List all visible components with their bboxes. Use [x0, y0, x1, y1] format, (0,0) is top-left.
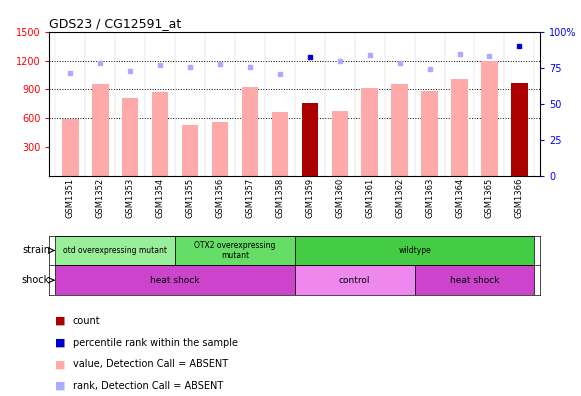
- Text: count: count: [73, 316, 101, 326]
- Text: heat shock: heat shock: [450, 276, 499, 285]
- Text: ■: ■: [55, 359, 66, 369]
- Text: OTX2 overexpressing
mutant: OTX2 overexpressing mutant: [194, 241, 275, 260]
- Bar: [421, 91, 438, 176]
- Bar: [481, 61, 498, 176]
- Text: heat shock: heat shock: [150, 276, 200, 285]
- Bar: [62, 119, 78, 176]
- Bar: [55, 265, 295, 295]
- Text: shock: shock: [21, 275, 50, 285]
- Text: control: control: [339, 276, 371, 285]
- Text: wildtype: wildtype: [398, 246, 431, 255]
- Bar: [212, 122, 228, 176]
- Bar: [295, 236, 535, 265]
- Text: value, Detection Call = ABSENT: value, Detection Call = ABSENT: [73, 359, 228, 369]
- Text: ■: ■: [55, 337, 66, 348]
- Bar: [361, 88, 378, 176]
- Text: rank, Detection Call = ABSENT: rank, Detection Call = ABSENT: [73, 381, 223, 391]
- Text: ■: ■: [55, 316, 66, 326]
- Bar: [242, 87, 258, 176]
- Bar: [272, 112, 288, 176]
- Text: otd overexpressing mutant: otd overexpressing mutant: [63, 246, 167, 255]
- Bar: [122, 98, 138, 176]
- Bar: [511, 83, 528, 176]
- Bar: [332, 111, 348, 176]
- Text: ■: ■: [55, 381, 66, 391]
- Text: strain: strain: [22, 246, 50, 255]
- Bar: [295, 265, 415, 295]
- Text: percentile rank within the sample: percentile rank within the sample: [73, 337, 238, 348]
- Bar: [92, 84, 109, 176]
- Bar: [152, 92, 168, 176]
- Bar: [392, 84, 408, 176]
- Bar: [302, 103, 318, 176]
- Text: GDS23 / CG12591_at: GDS23 / CG12591_at: [49, 17, 182, 30]
- Bar: [451, 79, 468, 176]
- Bar: [415, 265, 535, 295]
- Bar: [55, 236, 175, 265]
- Bar: [182, 125, 198, 176]
- Bar: [175, 236, 295, 265]
